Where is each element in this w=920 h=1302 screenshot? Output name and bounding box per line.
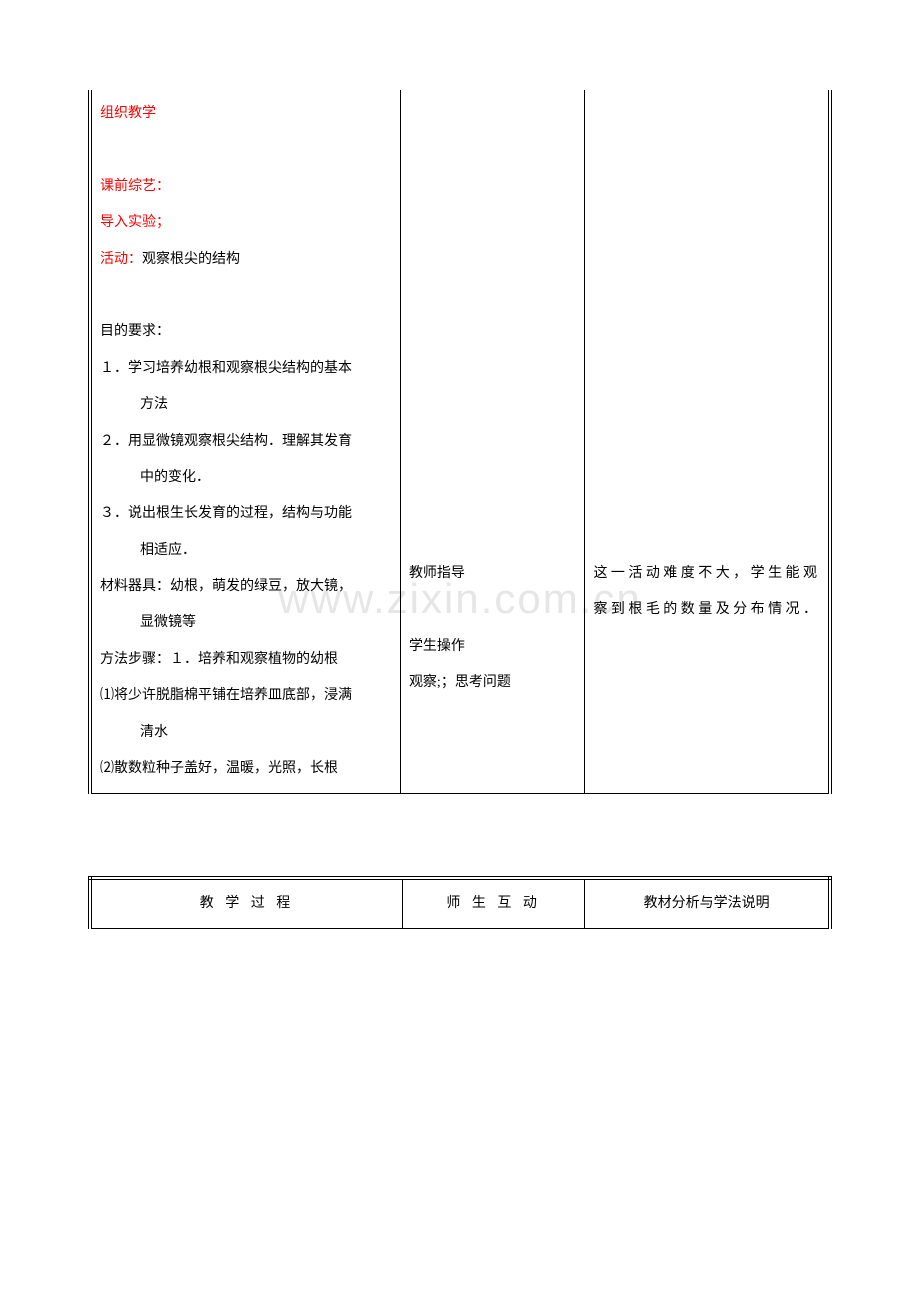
heading-purpose: 目的要求： — [100, 314, 392, 350]
header-col2: 师 生 互 动 — [402, 878, 584, 928]
purpose-1b: 方法 — [100, 387, 392, 423]
col-interaction: 教师指导 学生操作 观察;；思考问题 — [400, 90, 585, 794]
main-table: 组织教学 课前综艺： 导入实验； 活动：观察根尖的结构 目的要求： １．学习培养… — [88, 90, 832, 794]
int-observe: 观察;；思考问题 — [409, 665, 577, 701]
int-teacher: 教师指导 — [409, 556, 577, 592]
method-1: 方法步骤：１．培养和观察植物的幼根 — [100, 642, 392, 678]
activity-label: 活动： — [100, 252, 142, 267]
header-col1: 教 学 过 程 — [90, 878, 402, 928]
purpose-3: ３．说出根生长发育的过程，结构与功能 — [100, 496, 392, 532]
purpose-1: １．学习培养幼根和观察根尖结构的基本 — [100, 351, 392, 387]
activity-text: 观察根尖的结构 — [142, 252, 240, 267]
header-table-wrap: 教 学 过 程 师 生 互 动 教材分析与学法说明 — [88, 876, 832, 929]
main-table-wrap: 组织教学 课前综艺： 导入实验； 活动：观察根尖的结构 目的要求： １．学习培养… — [88, 90, 832, 794]
materials-b: 显微镜等 — [100, 605, 392, 641]
step-2: ⑵散数粒种子盖好，温暖，光照，长根 — [100, 751, 392, 787]
purpose-3b: 相适应． — [100, 533, 392, 569]
step-1b: 清水 — [100, 715, 392, 751]
header-col3: 教材分析与学法说明 — [585, 878, 830, 928]
heading-pre-class: 课前综艺： — [100, 169, 392, 205]
heading-activity: 活动：观察根尖的结构 — [100, 242, 392, 278]
materials: 材料器具：幼根，萌发的绿豆，放大镜， — [100, 569, 392, 605]
analysis-text: 这一活动难度不大，学生能观察到根毛的数量及分布情况． — [593, 556, 820, 629]
heading-org-teach: 组织教学 — [100, 96, 392, 132]
header-table: 教 学 过 程 师 生 互 动 教材分析与学法说明 — [88, 876, 832, 929]
purpose-2b: 中的变化． — [100, 460, 392, 496]
int-student: 学生操作 — [409, 629, 577, 665]
heading-intro-exp: 导入实验； — [100, 205, 392, 241]
purpose-2: ２．用显微镜观察根尖结构．理解其发育 — [100, 424, 392, 460]
step-1: ⑴将少许脱脂棉平铺在培养皿底部，浸满 — [100, 678, 392, 714]
col-teaching-process: 组织教学 课前综艺： 导入实验； 活动：观察根尖的结构 目的要求： １．学习培养… — [90, 90, 400, 794]
col-analysis: 这一活动难度不大，学生能观察到根毛的数量及分布情况． — [585, 90, 830, 794]
